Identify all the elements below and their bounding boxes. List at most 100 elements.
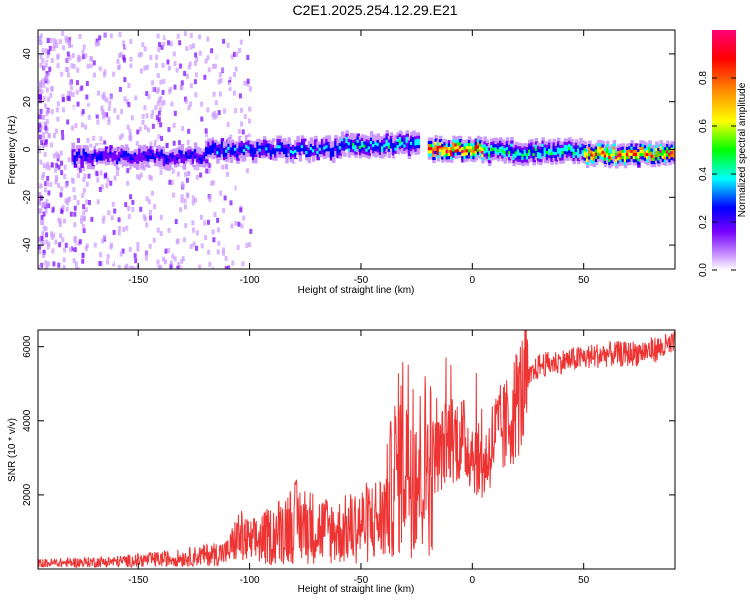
ridge-cell xyxy=(180,156,185,160)
ridge-cell xyxy=(75,145,80,149)
ridge-cell xyxy=(637,154,641,159)
noise-cell xyxy=(200,116,204,122)
noise-cell xyxy=(186,193,190,199)
ridge-cell xyxy=(323,143,327,147)
noise-cell xyxy=(103,32,107,38)
noise-cell xyxy=(59,192,63,198)
ridge-cell xyxy=(583,160,588,164)
ridge-cell xyxy=(619,162,623,166)
ridge-cell xyxy=(503,150,507,155)
ridge-cell xyxy=(432,147,436,151)
ridge-cell xyxy=(483,140,487,145)
ridge-cell xyxy=(258,138,262,143)
ridge-cell xyxy=(372,137,376,141)
noise-cell xyxy=(240,157,244,163)
noise-cell xyxy=(81,224,85,230)
ridge-cell xyxy=(193,151,198,156)
ridge-cell xyxy=(269,156,274,160)
ridge-cell xyxy=(338,136,343,141)
noise-cell xyxy=(104,50,108,56)
ridge-cell xyxy=(579,137,583,142)
ridge-cell xyxy=(240,143,245,148)
noise-cell xyxy=(92,60,96,66)
noise-cell xyxy=(171,168,175,174)
noise-cell xyxy=(232,90,236,96)
ridge-cell xyxy=(349,133,354,137)
ridge-cell xyxy=(296,142,300,146)
ridge-cell xyxy=(552,148,556,152)
ridge-cell xyxy=(414,145,418,149)
ridge-cell xyxy=(136,163,140,167)
ridge-cell xyxy=(563,150,568,155)
ridge-cell xyxy=(82,151,87,155)
ridge-cell xyxy=(432,153,436,157)
ridge-cell xyxy=(356,133,360,137)
noise-cell xyxy=(46,261,50,267)
ridge-cell xyxy=(452,154,456,158)
ridge-cell xyxy=(434,138,438,142)
ridge-cell xyxy=(523,152,528,156)
noise-cell xyxy=(123,77,127,83)
noise-cell xyxy=(183,198,187,204)
noise-cell xyxy=(224,115,228,121)
noise-cell xyxy=(107,210,111,216)
ridge-cell xyxy=(463,152,467,156)
noise-cell xyxy=(134,173,138,179)
noise-cell xyxy=(38,87,42,93)
ridge-cell xyxy=(467,136,472,141)
ridge-cell xyxy=(107,155,111,159)
noise-cell xyxy=(243,80,247,86)
ridge-cell xyxy=(532,152,536,157)
ridge-cell xyxy=(568,137,572,141)
noise-cell xyxy=(167,227,171,233)
noise-cell xyxy=(173,110,177,116)
ridge-cell xyxy=(610,147,614,151)
ridge-cell xyxy=(245,150,249,155)
ridge-cell xyxy=(381,142,385,147)
ridge-cell xyxy=(452,151,456,155)
noise-cell xyxy=(166,248,170,254)
ridge-cell xyxy=(463,155,467,160)
ridge-cell xyxy=(641,152,646,157)
noise-cell xyxy=(184,253,188,259)
ridge-cell xyxy=(216,157,220,161)
ridge-cell xyxy=(196,162,200,166)
ridge-cell xyxy=(536,148,541,153)
ridge-cell xyxy=(120,145,124,149)
noise-cell xyxy=(66,109,70,115)
ridge-cell xyxy=(514,141,519,146)
ridge-cell xyxy=(467,139,472,144)
ridge-cell xyxy=(129,156,133,161)
ridge-cell xyxy=(643,151,648,155)
noise-cell xyxy=(234,220,238,226)
ridge-cell xyxy=(672,157,675,162)
noise-cell xyxy=(107,119,111,125)
ridge-cell xyxy=(118,157,122,162)
ridge-cell xyxy=(238,154,242,159)
ridge-cell xyxy=(100,151,104,155)
ridge-cell xyxy=(490,138,494,143)
ridge-cell xyxy=(325,151,329,155)
noise-cell xyxy=(237,221,241,227)
ridge-cell xyxy=(225,143,229,147)
ridge-cell xyxy=(496,142,501,146)
ridge-cell xyxy=(332,143,336,148)
ridge-cell xyxy=(601,147,605,151)
ridge-cell xyxy=(556,140,561,145)
ridge-cell xyxy=(153,149,158,154)
ridge-cell xyxy=(534,144,539,148)
ridge-cell xyxy=(479,155,483,160)
noise-cell xyxy=(170,101,174,107)
ridge-cell xyxy=(176,153,180,158)
noise-cell xyxy=(198,203,202,209)
ridge-cell xyxy=(220,153,225,158)
ridge-cell xyxy=(454,143,458,147)
ridge-cell xyxy=(394,137,398,142)
ridge-cell xyxy=(568,146,572,151)
noise-cell xyxy=(63,247,67,253)
noise-cell xyxy=(226,42,230,48)
noise-cell xyxy=(45,164,49,170)
ridge-cell xyxy=(220,150,225,155)
noise-cell xyxy=(155,115,159,121)
noise-cell xyxy=(47,203,51,209)
